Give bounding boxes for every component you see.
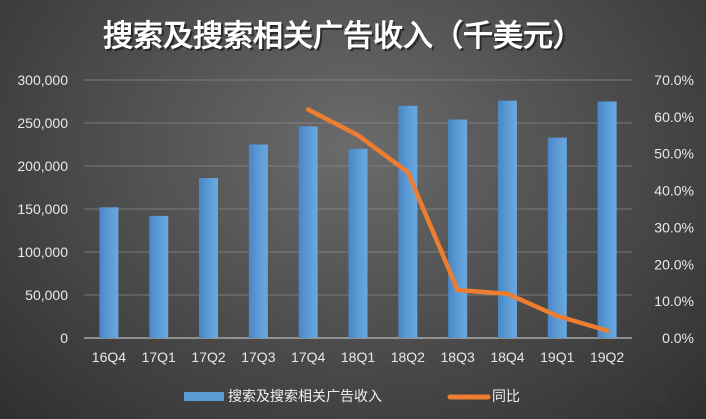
bar	[597, 101, 617, 338]
y-left-tick-label: 250,000	[17, 115, 68, 131]
x-tick-label: 18Q4	[490, 349, 524, 365]
legend-label-line: 同比	[492, 389, 520, 405]
x-tick-label: 18Q1	[341, 349, 375, 365]
y-left-tick-label: 100,000	[17, 244, 68, 260]
watermark: 异观财经	[579, 384, 668, 405]
chart-title: 搜索及搜索相关广告收入（千美元）	[103, 19, 583, 54]
y-right-tick-label: 20.0%	[654, 256, 694, 272]
x-tick-label: 16Q4	[92, 349, 126, 365]
bar	[448, 119, 468, 338]
x-tick-label: 17Q4	[291, 349, 325, 365]
y-axis-left: 0 50,000 100,000 150,000 200,000 250,000 300,0…	[17, 72, 68, 346]
y-right-tick-label: 0.0%	[662, 330, 694, 346]
y-axis-right: 0.0% 10.0% 20.0% 30.0% 40.0% 50.0% 60.0% 70.0%	[654, 72, 694, 346]
bar	[199, 178, 219, 338]
y-right-tick-label: 70.0%	[654, 72, 694, 88]
bar	[298, 126, 318, 338]
x-axis: 16Q4 17Q1 17Q2 17Q3 17Q4 18Q1 18Q2 18Q3 18Q4 19Q1…	[92, 349, 625, 365]
wechat-icon	[579, 384, 605, 405]
y-right-tick-label: 10.0%	[654, 293, 694, 309]
bar	[398, 105, 418, 338]
bar	[348, 148, 368, 338]
y-left-tick-label: 200,000	[17, 158, 68, 174]
line-series	[305, 107, 610, 333]
y-left-tick-label: 0	[60, 330, 68, 346]
x-tick-label: 18Q2	[391, 349, 425, 365]
bar	[99, 207, 119, 338]
x-tick-label: 18Q3	[441, 349, 475, 365]
y-left-tick-label: 150,000	[17, 201, 68, 217]
bar	[149, 215, 169, 338]
legend-swatch-bars	[184, 392, 224, 401]
watermark-text: 异观财经	[612, 389, 668, 405]
y-right-tick-label: 50.0%	[654, 146, 694, 162]
bar	[547, 137, 567, 338]
bar	[248, 144, 268, 338]
legend-label-bars: 搜索及搜索相关广告收入	[228, 388, 382, 405]
x-tick-label: 17Q3	[241, 349, 275, 365]
y-right-tick-label: 60.0%	[654, 109, 694, 125]
x-tick-label: 17Q2	[191, 349, 225, 365]
legend: 搜索及搜索相关广告收入 同比	[184, 388, 520, 405]
y-left-tick-label: 300,000	[17, 72, 68, 88]
x-tick-label: 17Q1	[142, 349, 176, 365]
x-tick-label: 19Q1	[540, 349, 574, 365]
y-right-tick-label: 40.0%	[654, 183, 694, 199]
bar	[497, 100, 517, 338]
y-left-tick-label: 50,000	[25, 287, 68, 303]
chart-title-shadow: 搜索及搜索相关广告收入（千美元）	[105, 21, 585, 56]
x-tick-label: 19Q2	[590, 349, 624, 365]
y-right-tick-label: 30.0%	[654, 219, 694, 235]
bar-series	[99, 100, 617, 338]
